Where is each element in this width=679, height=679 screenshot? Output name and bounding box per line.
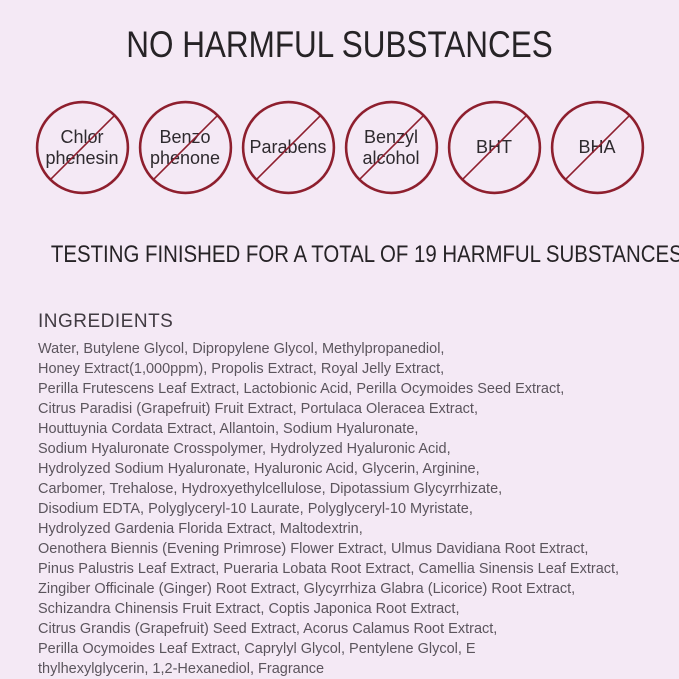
- ingredients-line: Houttuynia Cordata Extract, Allantoin, S…: [38, 421, 419, 437]
- page-title: NO HARMFUL SUBSTANCES: [126, 24, 553, 65]
- ingredients-line: Perilla Ocymoides Leaf Extract, Caprylyl…: [38, 641, 476, 657]
- banned-substance-label: Parabens: [249, 137, 327, 158]
- banned-substance-label: BHA: [578, 137, 616, 158]
- ingredients-line: Water, Butylene Glycol, Dipropylene Glyc…: [38, 341, 445, 357]
- banned-substances-row: Chlor phenesin Benzo phenone Parabens: [0, 100, 679, 195]
- ingredients-line: Sodium Hyaluronate Crosspolymer, Hydroly…: [38, 441, 451, 457]
- banned-substance-label: Benzo phenone: [149, 127, 221, 168]
- ingredients-line: thylhexylglycerin, 1,2-Hexanediol, Fragr…: [38, 661, 325, 677]
- ingredients-line: Pinus Palustris Leaf Extract, Pueraria L…: [38, 561, 620, 577]
- banned-substance-badge-bht: BHT: [447, 100, 542, 195]
- ingredients-heading: INGREDIENTS: [38, 311, 174, 332]
- ingredients-line: Hydrolyzed Gardenia Florida Extract, Mal…: [38, 521, 363, 537]
- ingredients-line: Honey Extract(1,000ppm), Propolis Extrac…: [38, 361, 445, 377]
- banned-substance-label: BHT: [476, 137, 512, 158]
- ingredients-line: Hydrolyzed Sodium Hyaluronate, Hyaluroni…: [38, 461, 480, 477]
- ingredients-line: Carbomer, Trehalose, Hydroxyethylcellulo…: [38, 481, 503, 497]
- banned-substance-label: Benzyl alcohol: [362, 127, 420, 168]
- banned-substance-badge-parabens: Parabens: [241, 100, 336, 195]
- ingredients-line: Disodium EDTA, Polyglyceryl-10 Laurate, …: [38, 501, 473, 517]
- banned-substance-badge-benzyl-alcohol: Benzyl alcohol: [344, 100, 439, 195]
- banned-substance-badge-bha: BHA: [550, 100, 645, 195]
- testing-claim-text: TESTING FINISHED FOR A TOTAL OF 19 HARMF…: [50, 241, 679, 268]
- ingredients-line: Zingiber Officinale (Ginger) Root Extrac…: [38, 581, 576, 597]
- ingredients-line: Schizandra Chinensis Fruit Extract, Copt…: [38, 601, 460, 617]
- ingredients-line: Perilla Frutescens Leaf Extract, Lactobi…: [38, 381, 565, 397]
- ingredients-line: Oenothera Biennis (Evening Primrose) Flo…: [38, 541, 589, 557]
- ingredients-line: Citrus Paradisi (Grapefruit) Fruit Extra…: [38, 401, 478, 417]
- banned-substance-badge-benzophenone: Benzo phenone: [138, 100, 233, 195]
- ingredients-section: INGREDIENTS Water, Butylene Glycol, Dipr…: [0, 311, 679, 679]
- banned-substance-badge-chlorphenesin: Chlor phenesin: [35, 100, 130, 195]
- banned-substance-label: Chlor phenesin: [45, 127, 119, 168]
- ingredients-line: Citrus Grandis (Grapefruit) Seed Extract…: [38, 621, 498, 637]
